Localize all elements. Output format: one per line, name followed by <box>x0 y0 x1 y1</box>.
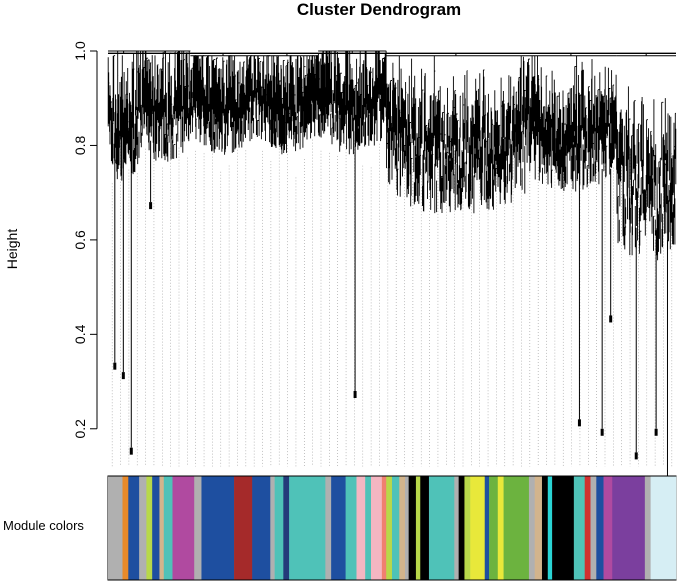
module-color-segment <box>584 476 591 580</box>
chart-title: Cluster Dendrogram <box>297 0 461 19</box>
cluster-branches <box>317 50 387 155</box>
module-color-segment <box>386 476 393 580</box>
y-tick-label: 0.4 <box>72 324 88 344</box>
module-color-segment <box>270 476 275 580</box>
dendrogram-cluster <box>107 50 140 455</box>
dendrogram-cluster <box>386 53 526 214</box>
outlier-leaf <box>129 447 133 455</box>
module-color-segment <box>139 476 147 580</box>
y-tick-label: 0.8 <box>72 136 88 156</box>
module-color-segment <box>590 476 597 580</box>
module-color-segment <box>547 476 553 580</box>
module-color-bar <box>107 475 677 581</box>
y-tick-label: 0.2 <box>72 419 88 439</box>
module-color-segment <box>108 476 123 580</box>
module-color-segment <box>331 476 346 580</box>
module-color-segment <box>470 476 486 580</box>
module-color-segment <box>201 476 235 580</box>
module-color-segment <box>345 476 357 580</box>
outlier-leaf <box>353 391 357 398</box>
dendrogram-cluster <box>190 53 256 155</box>
module-color-segment <box>458 476 465 580</box>
module-color-segment <box>122 476 129 580</box>
module-color-segment <box>159 476 165 580</box>
module-color-segment <box>541 476 549 580</box>
color-bar-label: Module colors <box>3 518 84 533</box>
y-tick-label: 1.0 <box>72 41 88 61</box>
module-color-segment <box>503 476 530 580</box>
module-color-segment <box>484 476 490 580</box>
module-color-segment <box>274 476 284 580</box>
dendrogram-branches <box>107 50 677 488</box>
cluster-branches <box>255 55 319 155</box>
module-color-segment <box>644 476 651 580</box>
cluster-branches <box>525 55 617 192</box>
module-color-segment <box>152 476 160 580</box>
dendrogram-cluster <box>616 53 677 488</box>
module-color-segment <box>420 476 430 580</box>
module-color-segment <box>408 476 417 580</box>
module-color-segment <box>405 476 409 580</box>
module-color-segment <box>552 476 575 580</box>
y-axis-label: Height <box>4 229 20 270</box>
module-color-segment <box>534 476 543 580</box>
module-color-segment <box>428 476 455 580</box>
cluster-branches <box>616 86 677 261</box>
module-color-segment <box>528 476 536 580</box>
outlier-leaf <box>149 202 153 210</box>
dendrogram-cluster <box>317 50 387 398</box>
module-color-segment <box>573 476 586 580</box>
cluster-branches <box>386 55 526 214</box>
dendrogram-cluster <box>139 50 191 210</box>
outlier-leaf <box>600 428 604 436</box>
module-color-segment <box>399 476 406 580</box>
module-color-segment <box>603 476 613 580</box>
module-color-segment <box>128 476 140 580</box>
module-color-segment <box>464 476 471 580</box>
outlier-leaf <box>634 452 638 460</box>
module-color-segment <box>370 476 383 580</box>
module-color-segment <box>283 476 290 580</box>
cluster-branches <box>107 50 140 181</box>
module-color-segment <box>497 476 504 580</box>
module-color-segment <box>234 476 253 580</box>
module-color-segment <box>194 476 202 580</box>
cluster-branches <box>139 50 191 162</box>
module-color-segment <box>454 476 459 580</box>
module-color-segment <box>650 476 677 580</box>
dendrogram-cluster <box>525 53 617 436</box>
module-color-segment <box>146 476 153 580</box>
module-color-segment <box>252 476 271 580</box>
module-color-segment <box>596 476 604 580</box>
module-color-segment <box>325 476 332 580</box>
module-color-segment <box>612 476 646 580</box>
y-axis: 0.2 0.4 0.6 0.8 1.0 <box>72 41 98 439</box>
outlier-leaf <box>113 362 117 370</box>
dendrogram-cluster <box>255 53 319 155</box>
leaf-guides <box>111 138 673 467</box>
module-color-segment <box>365 476 372 580</box>
module-color-segment <box>489 476 499 580</box>
module-color-segment <box>415 476 421 580</box>
outlier-leaf <box>121 372 125 380</box>
module-color-segment <box>392 476 400 580</box>
cluster-branches <box>190 55 256 155</box>
module-color-segment <box>172 476 195 580</box>
outlier-leaf <box>609 315 613 323</box>
module-color-segment <box>356 476 366 580</box>
module-color-segment <box>289 476 326 580</box>
outlier-leaf <box>654 428 658 436</box>
y-tick-label: 0.6 <box>72 230 88 250</box>
outlier-leaf <box>577 419 581 427</box>
module-color-segment <box>163 476 173 580</box>
module-color-segment <box>381 476 387 580</box>
